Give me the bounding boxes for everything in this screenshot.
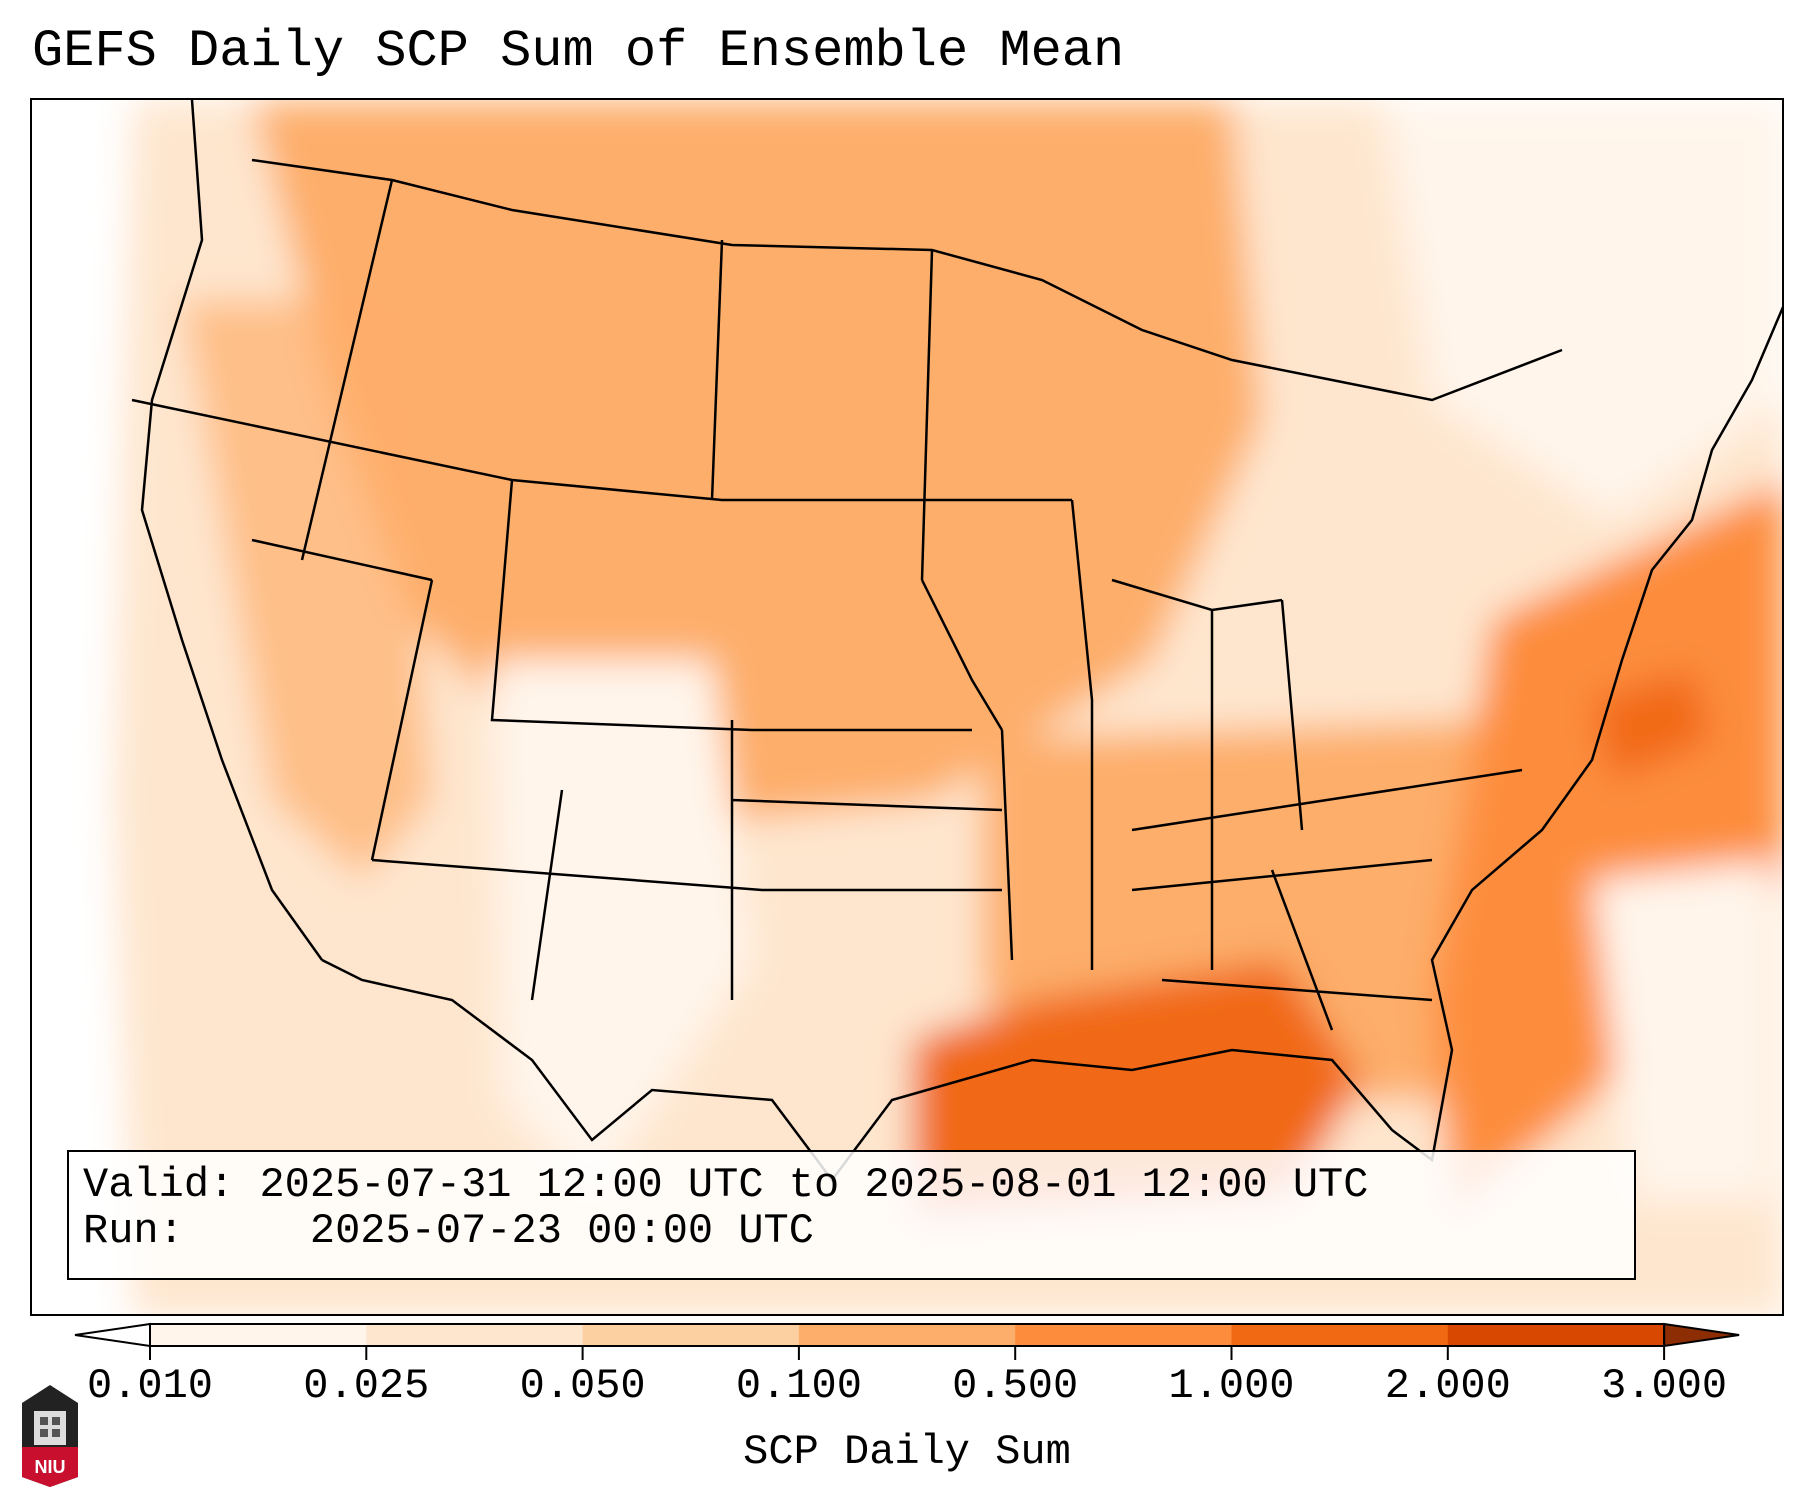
colorbar-tick-label: 0.010 — [86, 1362, 214, 1410]
colorbar-segment — [150, 1324, 367, 1346]
colorbar-tick-label: 0.050 — [519, 1362, 646, 1410]
colorbar-tick-label: 2.000 — [1384, 1362, 1511, 1410]
field-caribbean-light — [1592, 860, 1772, 1200]
colorbar-tick-label: 0.500 — [952, 1362, 1079, 1410]
us-boundaries — [131, 100, 1782, 1183]
colorbar-segment — [582, 1324, 800, 1346]
colorbar-segment — [1231, 1324, 1449, 1346]
colorbar-segment — [366, 1324, 584, 1346]
canada-border — [251, 158, 1563, 402]
niu-logo: NIU — [22, 1385, 78, 1487]
colorbar — [74, 1322, 1740, 1360]
field-atlantic — [1432, 481, 1782, 1220]
chart-title: GEFS Daily SCP Sum of Ensemble Mean — [32, 22, 1125, 81]
field-northeast-light — [1382, 100, 1782, 520]
colorbar-segment — [1447, 1324, 1665, 1346]
coastline — [140, 100, 1782, 1183]
valid-run-info-box: Valid: 2025-07-31 12:00 UTC to 2025-08-0… — [67, 1150, 1636, 1280]
niu-logo-text: NIU — [35, 1457, 66, 1477]
colorbar-segment — [798, 1324, 1016, 1346]
colorbar-label: SCP Daily Sum — [743, 1428, 1071, 1476]
colorbar-tick-label: 1.000 — [1168, 1362, 1295, 1410]
field-dc — [1592, 670, 1712, 780]
run-value: 2025-07-23 00:00 UTC — [309, 1207, 814, 1255]
scp-field — [32, 100, 1782, 1314]
colorbar-under-extension — [74, 1322, 151, 1348]
valid-value: 2025-07-31 12:00 UTC to 2025-08-01 12:00… — [259, 1161, 1369, 1209]
map-panel — [30, 98, 1784, 1316]
state-lines — [131, 179, 1523, 1031]
colorbar-segment — [1015, 1324, 1232, 1346]
field-plains — [252, 100, 1262, 820]
colorbar-outline — [149, 1323, 1666, 1347]
colorbar-tick-label: 3.000 — [1601, 1362, 1728, 1410]
colorbar-over-extension — [1663, 1322, 1740, 1348]
run-label: Run: — [83, 1207, 184, 1255]
colorbar-tick-label: 0.025 — [303, 1362, 430, 1410]
field-west — [182, 300, 432, 880]
field-southwest-light — [492, 660, 752, 1200]
valid-label: Valid: — [83, 1161, 235, 1209]
colorbar-tick-label: 0.100 — [735, 1362, 862, 1410]
